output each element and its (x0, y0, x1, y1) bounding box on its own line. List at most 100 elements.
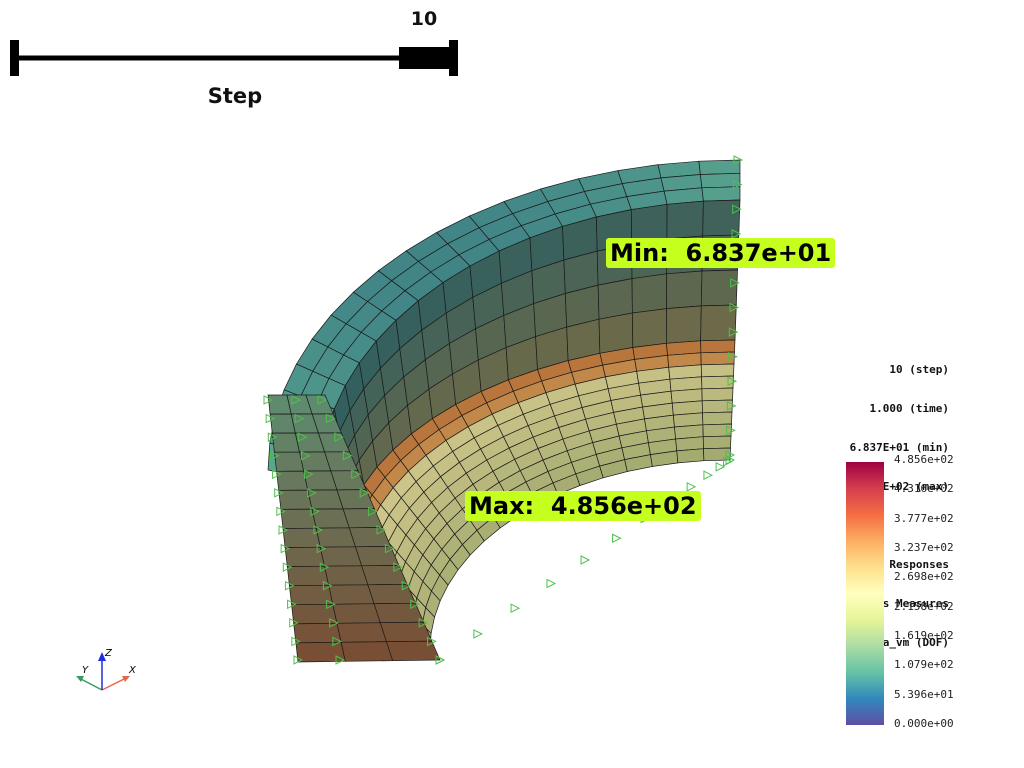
boundary-condition-marker (727, 376, 738, 387)
boundary-condition-marker (730, 278, 740, 288)
mesh-wall-element (631, 273, 668, 314)
orientation-axes[interactable]: X Y Z (70, 645, 150, 700)
boundary-condition-marker (725, 455, 736, 465)
mesh-end-element (386, 640, 441, 662)
colorbar-tick-label: 5.396e+01 (894, 687, 954, 701)
max-annotation: Max: 4.856e+02 (465, 491, 701, 521)
min-annotation: Min: 6.837e+01 (606, 238, 836, 268)
boundary-condition-marker (418, 618, 429, 628)
slider-cap-left (10, 40, 19, 76)
boundary-condition-marker (294, 413, 305, 424)
boundary-condition-marker (289, 618, 299, 628)
axis-z-label: Z (104, 648, 113, 659)
mesh-wall-element (632, 308, 667, 348)
slider-value-label: 10 (410, 8, 438, 30)
boundary-condition-marker (384, 543, 395, 554)
boundary-condition-marker (726, 425, 736, 436)
mesh-end-element (286, 565, 330, 587)
mesh-wall-element (597, 278, 633, 320)
boundary-condition-marker (715, 462, 726, 472)
mesh-top-element (701, 186, 741, 202)
boundary-condition-marker (435, 655, 446, 665)
mesh-inner-element (702, 411, 733, 426)
info-min: 6.837E+01 (min) (849, 441, 949, 454)
boundary-condition-marker (276, 506, 286, 517)
colorbar-tick-label: 2.698e+02 (894, 570, 954, 584)
boundary-condition-marker (335, 655, 346, 665)
boundary-condition-marker (728, 351, 738, 362)
mesh-end-element (276, 470, 309, 491)
boundary-condition-marker (731, 228, 742, 239)
mesh-end-element (340, 641, 394, 662)
boundary-condition-marker (368, 506, 378, 517)
mesh-end-element (315, 527, 356, 548)
mesh-inner-element (676, 448, 705, 464)
boundary-condition-marker (317, 395, 328, 405)
axis-y-label: Y (82, 665, 89, 676)
boundary-condition-marker (393, 562, 403, 572)
boundary-condition-marker (351, 469, 361, 480)
boundary-condition-marker (703, 470, 714, 481)
mesh-inner-element (701, 387, 734, 402)
mesh-end-element (373, 602, 425, 624)
boundary-condition-marker (427, 636, 437, 647)
boundary-condition-marker (733, 155, 744, 165)
mesh-end-element (271, 432, 300, 453)
mesh-wall-element (598, 312, 634, 354)
boundary-condition-marker (280, 543, 291, 554)
boundary-condition-marker (265, 413, 276, 424)
mesh-end-element (274, 451, 305, 472)
mesh-wall-element (666, 200, 704, 240)
slider-track[interactable] (0, 30, 470, 80)
colorbar (846, 462, 884, 725)
colorbar-tick-label: 2.158e+02 (894, 599, 954, 613)
boundary-condition-marker (313, 525, 324, 535)
colorbar-tick-label: 1.079e+02 (894, 658, 954, 672)
colorbar-tick-label: 3.237e+02 (894, 541, 954, 554)
boundary-condition-marker (297, 432, 308, 442)
boundary-condition-marker (300, 450, 311, 461)
mesh-end-element (324, 565, 369, 586)
boundary-condition-marker (284, 580, 295, 591)
mesh-end-element (379, 621, 433, 643)
mesh-inner-element (700, 339, 736, 354)
mesh-wall-element (666, 270, 703, 309)
boundary-condition-marker (325, 413, 336, 424)
mesh-end-element (336, 622, 387, 643)
boundary-condition-marker (263, 395, 274, 405)
colorbar-tick-label: 0.000e+00 (894, 717, 954, 730)
mesh-wall-element (700, 269, 738, 307)
boundary-condition-marker (267, 432, 278, 442)
boundary-condition-marker (293, 655, 304, 665)
boundary-condition-marker (612, 533, 622, 544)
info-step: 10 (step) (889, 363, 949, 376)
boundary-condition-marker (359, 488, 370, 498)
boundary-condition-marker (728, 327, 739, 337)
boundary-condition-marker (287, 599, 297, 610)
mesh-end-element (319, 546, 363, 567)
boundary-condition-marker (307, 488, 317, 498)
boundary-condition-marker (329, 618, 339, 628)
mesh-end-element (328, 584, 375, 605)
mesh-end-element (295, 641, 346, 663)
boundary-condition-marker (546, 578, 557, 589)
mesh-end-element (284, 546, 325, 567)
boundary-condition-marker (326, 599, 336, 610)
colorbar-tick-label: 3.777e+02 (894, 511, 954, 525)
boundary-condition-marker (334, 432, 344, 442)
boundary-condition-marker (291, 395, 302, 405)
boundary-condition-marker (282, 562, 293, 572)
colorbar-tick-label: 1.619e+02 (894, 629, 954, 642)
info-time: 1.000 (time) (869, 402, 949, 415)
boundary-condition-marker (316, 543, 327, 554)
boundary-condition-marker (291, 636, 301, 647)
boundary-condition-marker (732, 204, 742, 214)
boundary-condition-marker (310, 506, 320, 517)
boundary-condition-marker (410, 599, 420, 610)
mesh-inner-element (700, 363, 735, 378)
boundary-condition-marker (304, 469, 314, 480)
mesh-inner-element (702, 423, 732, 438)
boundary-condition-marker (376, 525, 387, 535)
slider-handle[interactable] (399, 47, 455, 69)
boundary-condition-marker (342, 450, 353, 461)
